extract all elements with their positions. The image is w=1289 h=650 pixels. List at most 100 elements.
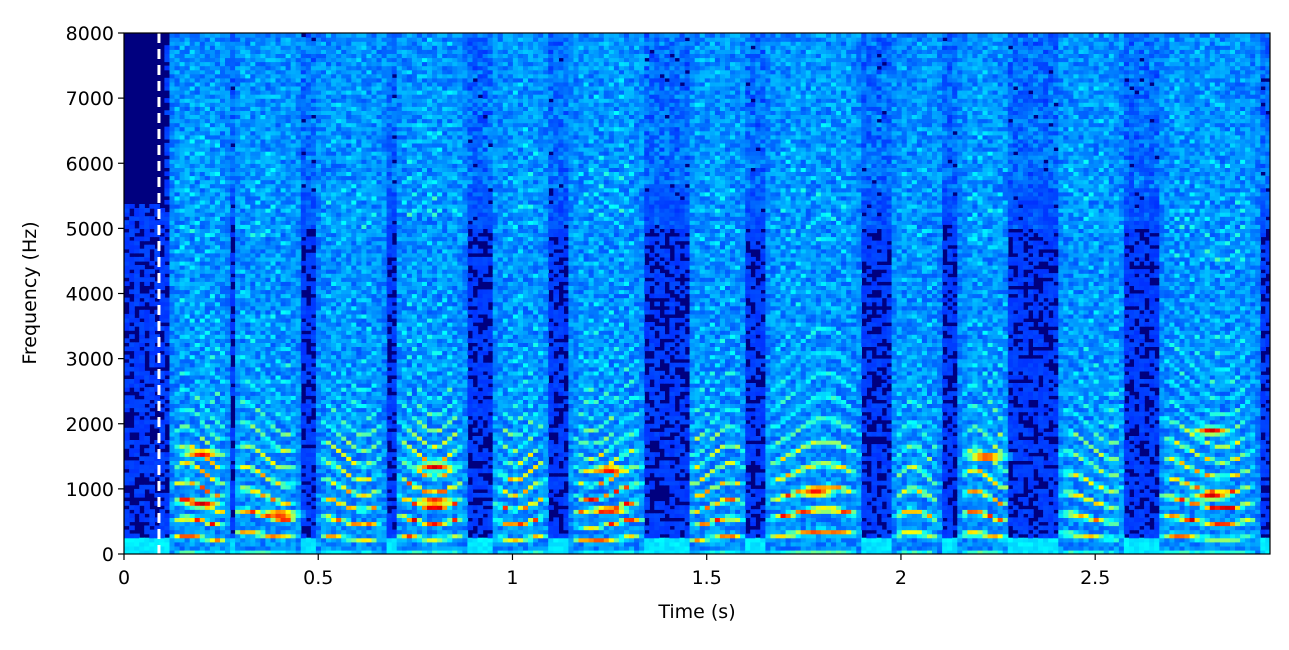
spectrogram-cell	[195, 473, 201, 478]
spectrogram-cell	[215, 530, 221, 535]
spectrogram-cell	[296, 127, 302, 132]
spectrogram-cell	[331, 481, 337, 486]
spectrogram-cell	[195, 338, 201, 343]
spectrogram-cell	[255, 403, 261, 408]
spectrogram-cell	[276, 485, 282, 490]
spectrogram-cell	[124, 399, 130, 404]
spectrogram-cell	[129, 265, 135, 270]
spectrogram-cell	[311, 74, 317, 79]
spectrogram-cell	[336, 249, 342, 254]
spectrogram-cell	[265, 477, 271, 482]
spectrogram-cell	[296, 119, 302, 124]
spectrogram-cell	[180, 302, 186, 307]
spectrogram-cell	[164, 403, 170, 408]
spectrogram-cell	[149, 444, 155, 449]
spectrogram-cell	[139, 501, 145, 506]
spectrogram-cell	[215, 171, 221, 176]
spectrogram-cell	[311, 192, 317, 197]
spectrogram-cell	[321, 497, 327, 502]
spectrogram-cell	[205, 62, 211, 67]
spectrogram-cell	[346, 302, 352, 307]
spectrogram-cell	[346, 460, 352, 465]
spectrogram-cell	[215, 208, 221, 213]
spectrogram-cell	[291, 184, 297, 189]
spectrogram-cell	[225, 346, 231, 351]
spectrogram-cell	[301, 448, 307, 453]
spectrogram-cell	[326, 424, 332, 429]
spectrogram-cell	[235, 102, 241, 107]
spectrogram-cell	[316, 62, 322, 67]
spectrogram-cell	[316, 408, 322, 413]
spectrogram-cell	[255, 509, 261, 514]
spectrogram-cell	[240, 330, 246, 335]
spectrogram-cell	[180, 298, 186, 303]
spectrogram-cell	[220, 294, 226, 299]
spectrogram-cell	[225, 257, 231, 262]
spectrogram-cell	[291, 228, 297, 233]
spectrogram-cell	[175, 224, 181, 229]
spectrogram-cell	[134, 371, 140, 376]
spectrogram-cell	[271, 62, 277, 67]
spectrogram-cell	[235, 342, 241, 347]
spectrogram-cell	[286, 41, 292, 46]
spectrogram-cell	[306, 139, 312, 144]
spectrogram-cell	[326, 245, 332, 250]
spectrogram-cell	[139, 412, 145, 417]
spectrogram-cell	[260, 420, 266, 425]
spectrogram-cell	[210, 452, 216, 457]
spectrogram-cell	[301, 228, 307, 233]
spectrogram-cell	[286, 513, 292, 518]
spectrogram-cell	[276, 74, 282, 79]
spectrogram-cell	[260, 375, 266, 380]
spectrogram-cell	[321, 53, 327, 58]
spectrogram-cell	[276, 212, 282, 217]
spectrogram-cell	[301, 74, 307, 79]
spectrogram-cell	[185, 41, 191, 46]
spectrogram-cell	[255, 188, 261, 193]
spectrogram-cell	[265, 465, 271, 470]
spectrogram-cell	[321, 265, 327, 270]
spectrogram-cell	[311, 119, 317, 124]
spectrogram-cell	[326, 497, 332, 502]
spectrogram-cell	[205, 481, 211, 486]
spectrogram-cell	[175, 232, 181, 237]
spectrogram-cell	[240, 456, 246, 461]
spectrogram-cell	[326, 94, 332, 99]
spectrogram-cell	[220, 416, 226, 421]
spectrogram-cell	[144, 371, 150, 376]
spectrogram-cell	[185, 298, 191, 303]
spectrogram-cell	[276, 57, 282, 62]
spectrogram-cell	[195, 440, 201, 445]
spectrogram-cell	[190, 509, 196, 514]
spectrogram-cell	[220, 82, 226, 87]
spectrogram-cell	[301, 90, 307, 95]
spectrogram-cell	[170, 163, 176, 168]
spectrogram-cell	[346, 334, 352, 339]
spectrogram-cell	[281, 318, 287, 323]
spectrogram-cell	[271, 171, 277, 176]
spectrogram-cell	[220, 493, 226, 498]
spectrogram-cell	[190, 106, 196, 111]
spectrogram-cell	[235, 110, 241, 115]
spectrogram-cell	[296, 106, 302, 111]
spectrogram-cell	[149, 538, 155, 543]
spectrogram-cell	[341, 196, 347, 201]
spectrogram-cell	[240, 123, 246, 128]
spectrogram-cell	[296, 546, 302, 551]
spectrogram-cell	[336, 306, 342, 311]
spectrogram-cell	[225, 33, 231, 38]
spectrogram-cell	[336, 379, 342, 384]
spectrogram-cell	[331, 452, 337, 457]
spectrogram-cell	[291, 171, 297, 176]
spectrogram-cell	[321, 334, 327, 339]
spectrogram-cell	[291, 399, 297, 404]
spectrogram-cell	[124, 440, 130, 445]
spectrogram-cell	[250, 119, 256, 124]
spectrogram-cell	[301, 359, 307, 364]
spectrogram-cell	[185, 289, 191, 294]
spectrogram-cell	[220, 513, 226, 518]
spectrogram-cell	[175, 351, 181, 356]
spectrogram-cell	[175, 391, 181, 396]
spectrogram-cell	[205, 37, 211, 42]
spectrogram-cell	[240, 208, 246, 213]
